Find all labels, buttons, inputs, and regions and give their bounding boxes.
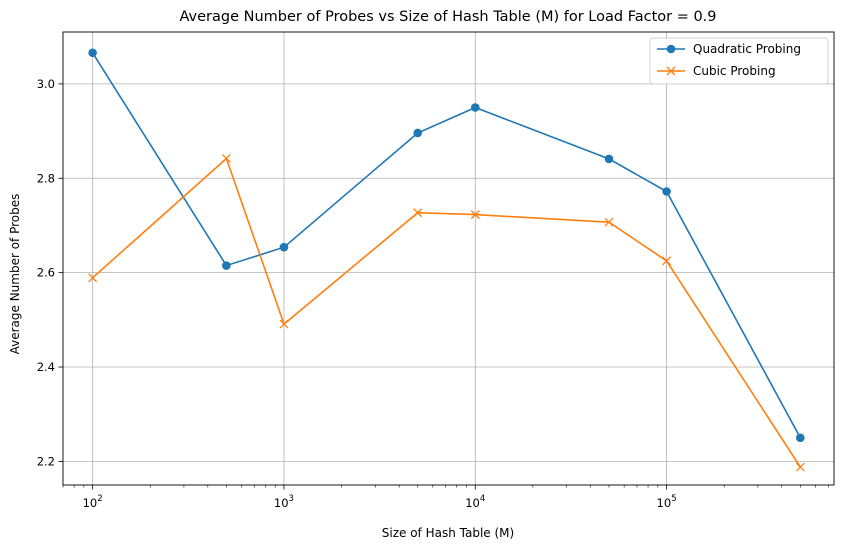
series-line (92, 157, 801, 468)
legend-label: Quadratic Probing (693, 42, 801, 56)
data-point (662, 187, 671, 196)
data-point (470, 103, 480, 112)
data-point (470, 210, 480, 220)
y-tick-label: 3.0 (37, 77, 55, 91)
data-point (795, 462, 805, 472)
x-tick-label: 102 (83, 494, 103, 510)
plot-frame (62, 31, 835, 486)
data-point (88, 48, 97, 58)
y-tick-label: 2.8 (37, 171, 55, 185)
data-point (279, 242, 289, 252)
y-tick-label: 2.2 (37, 454, 55, 468)
series-quadratic-probing (88, 48, 805, 443)
chart-title: Average Number of Probes vs Size of Hash… (179, 9, 716, 25)
data-point (88, 273, 98, 283)
y-tick-label: 2.6 (37, 266, 55, 280)
legend: Quadratic Probing Cubic Probing (649, 37, 829, 85)
data-point (604, 217, 614, 227)
legend-box (649, 37, 829, 85)
series-cubic-probing (88, 154, 805, 472)
data-point (279, 319, 289, 329)
legend-marker (666, 44, 676, 54)
y-axis-label: Average Number of Probes (8, 194, 22, 355)
legend-item: Quadratic Probing (657, 42, 801, 56)
grid-lines (63, 32, 834, 485)
x-tick-label: 103 (274, 494, 294, 510)
data-point (413, 208, 423, 218)
legend-item: Cubic Probing (657, 64, 776, 78)
x-tick-label: 104 (465, 494, 485, 510)
data-point (413, 128, 422, 138)
axes: 102 103 104 105 2.2 2.4 2.6 2.8 3.0 (37, 77, 829, 510)
x-axis-label: Size of Hash Table (M) (382, 526, 514, 540)
series-line (91, 52, 802, 439)
legend-marker (666, 66, 676, 76)
x-tick-label: 105 (657, 494, 677, 510)
y-tick-label: 2.4 (37, 360, 55, 374)
data-point (222, 261, 231, 270)
data-point (796, 433, 805, 443)
legend-label: Cubic Probing (693, 64, 776, 78)
series-layer (88, 48, 805, 472)
data-point (662, 256, 672, 266)
data-point (604, 154, 614, 164)
data-point (221, 154, 231, 163)
